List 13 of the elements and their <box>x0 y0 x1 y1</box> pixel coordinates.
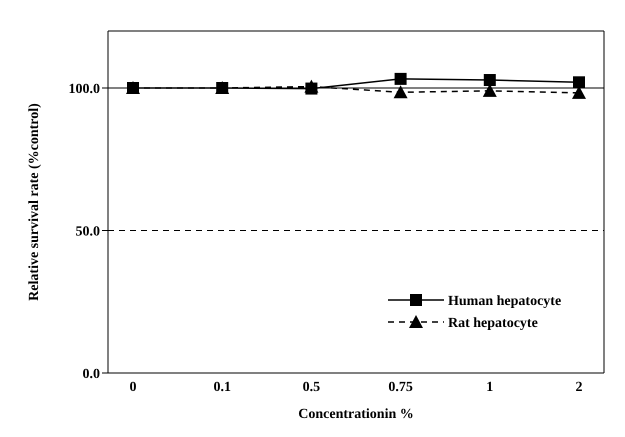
x-tick-label: 0.75 <box>388 380 413 395</box>
y-tick-label: 0.0 <box>82 366 100 382</box>
x-tick-label: 2 <box>576 380 582 395</box>
legend-label: Rat hepatocyte <box>448 316 538 331</box>
x-axis-title: Concentrationin % <box>298 407 414 422</box>
y-axis-title: Relative survival rate (%control) <box>26 102 42 301</box>
y-tick-label: 50.0 <box>76 224 100 240</box>
legend-label: Human hepatocyte <box>448 294 562 309</box>
x-tick-label: 0 <box>130 380 136 395</box>
x-tick-label: 1 <box>486 380 494 395</box>
x-tick-label: 0.5 <box>302 380 320 395</box>
x-tick-label: 0.1 <box>213 380 231 395</box>
y-tick-label: 100.0 <box>68 82 100 97</box>
